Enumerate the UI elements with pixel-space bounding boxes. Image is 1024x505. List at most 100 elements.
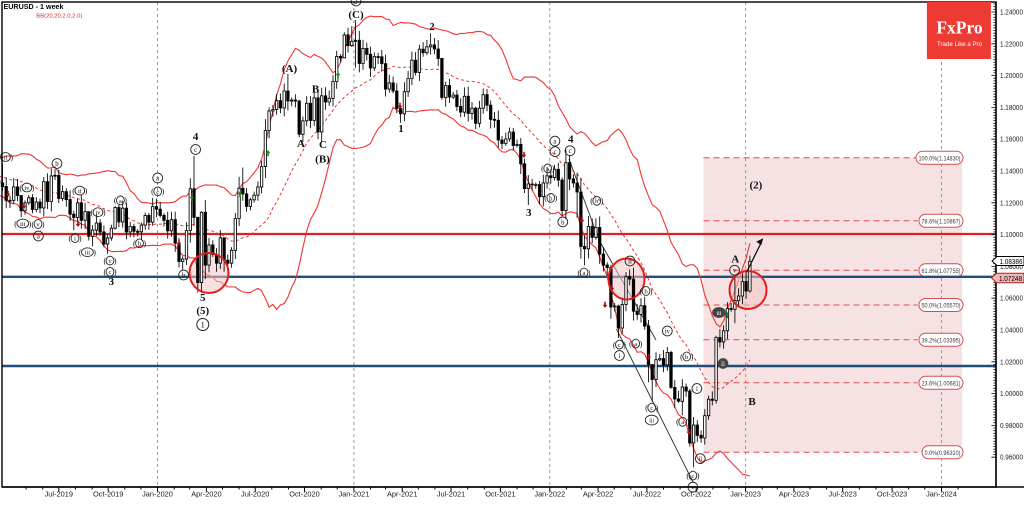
svg-text:C: C [319, 139, 327, 151]
svg-text:(: ( [151, 187, 154, 196]
svg-text:iv: iv [95, 210, 101, 217]
svg-text:): ) [640, 339, 643, 348]
svg-text:Oct-2021: Oct-2021 [485, 490, 515, 499]
svg-text:(: ( [72, 186, 75, 195]
svg-text:(: ( [114, 196, 117, 205]
svg-text:c: c [568, 148, 571, 155]
svg-text:): ) [93, 248, 96, 257]
svg-text:78.6%(1.10867): 78.6%(1.10867) [922, 218, 961, 225]
svg-text:(: ( [103, 256, 106, 265]
svg-text:0.96000: 0.96000 [1000, 455, 1023, 462]
svg-text:b: b [561, 219, 565, 226]
svg-text:B: B [312, 84, 320, 96]
svg-text:c: c [618, 342, 621, 349]
svg-text:Jan-2024: Jan-2024 [926, 490, 957, 499]
svg-text:ii: ii [698, 456, 702, 463]
svg-text:): ) [650, 287, 653, 296]
svg-text:Trade Like a Pro: Trade Like a Pro [937, 41, 982, 48]
svg-text:(5): (5) [196, 305, 209, 317]
svg-text:v: v [108, 258, 112, 265]
svg-text:i: i [696, 386, 698, 393]
svg-text:): ) [656, 403, 659, 412]
svg-text:i: i [74, 236, 76, 243]
svg-text:1.07248: 1.07248 [999, 276, 1022, 283]
svg-text:a: a [156, 175, 159, 182]
svg-text:Apr-2021: Apr-2021 [387, 490, 417, 499]
svg-text:ii: ii [4, 154, 8, 161]
svg-text:(: ( [590, 197, 593, 206]
svg-text:(C): (C) [348, 9, 364, 21]
svg-text:(: ( [14, 219, 17, 228]
svg-text:c: c [650, 405, 653, 412]
svg-text:(: ( [19, 183, 22, 192]
svg-text:1: 1 [398, 123, 404, 135]
svg-text:): ) [29, 219, 32, 228]
svg-text:): ) [114, 256, 117, 265]
svg-text:1: 1 [201, 319, 205, 329]
svg-text:): ) [42, 220, 45, 229]
svg-text:a: a [634, 341, 637, 348]
svg-text:(: ( [544, 194, 547, 203]
svg-text:Apr-2023: Apr-2023 [779, 490, 809, 499]
svg-text:v: v [733, 268, 737, 275]
svg-text:): ) [601, 197, 604, 206]
svg-text:c: c [194, 147, 197, 154]
svg-text:(: ( [90, 208, 93, 217]
svg-text:): ) [552, 164, 555, 173]
svg-text:b: b [549, 195, 553, 202]
svg-text:1.10000: 1.10000 [1000, 232, 1023, 239]
svg-text:61.8%(1.07755): 61.8%(1.07755) [922, 268, 961, 275]
svg-text:): ) [32, 183, 35, 192]
svg-text:b: b [138, 241, 142, 248]
svg-text:(: ( [68, 234, 71, 243]
svg-text:100.0%(1.14830): 100.0%(1.14830) [919, 155, 961, 162]
svg-text:EURUSD - 1 week: EURUSD - 1 week [4, 4, 64, 11]
svg-text:): ) [623, 340, 626, 349]
svg-text:v: v [36, 221, 40, 228]
svg-text:a: a [119, 198, 122, 205]
svg-text:0.98000: 0.98000 [1000, 423, 1023, 430]
svg-text:): ) [79, 234, 82, 243]
svg-text:): ) [10, 153, 13, 162]
svg-text:(: ( [79, 248, 82, 257]
svg-text:1.04000: 1.04000 [1000, 328, 1023, 335]
svg-text:23.6%(1.00681): 23.6%(1.00681) [922, 380, 961, 387]
svg-text:(: ( [629, 339, 632, 348]
svg-text:): ) [124, 196, 127, 205]
svg-text:Oct-2019: Oct-2019 [93, 490, 123, 499]
svg-text:): ) [697, 471, 700, 480]
svg-text:(: ( [676, 418, 679, 427]
svg-text:iii: iii [649, 419, 654, 425]
svg-text:(: ( [686, 471, 689, 480]
svg-text:iii: iii [85, 250, 91, 257]
svg-text:(: ( [639, 287, 642, 296]
svg-text:b: b [55, 161, 59, 168]
svg-text:(: ( [0, 153, 1, 162]
svg-text:1.00000: 1.00000 [1000, 391, 1023, 398]
svg-text:1.08000: 1.08000 [1000, 264, 1023, 271]
svg-text:c: c [109, 269, 112, 276]
svg-text:ii: ii [78, 188, 82, 195]
svg-text:v: v [691, 485, 695, 492]
svg-text:Apr-2022: Apr-2022 [583, 490, 613, 499]
svg-text:c: c [156, 189, 159, 196]
svg-text:3: 3 [526, 207, 532, 219]
svg-text:b: b [685, 354, 689, 361]
svg-text:Apr-2020: Apr-2020 [191, 490, 221, 499]
svg-text:B: B [748, 396, 756, 408]
svg-text:3: 3 [109, 276, 115, 288]
svg-text:Jan-2023: Jan-2023 [730, 490, 761, 499]
svg-text:1.22000: 1.22000 [1000, 41, 1023, 48]
svg-text:): ) [143, 239, 146, 248]
svg-text:Oct-2023: Oct-2023 [877, 490, 907, 499]
svg-text:1.20000: 1.20000 [1000, 73, 1023, 80]
svg-text:Jan-2021: Jan-2021 [338, 490, 369, 499]
svg-text:): ) [103, 208, 106, 217]
svg-text:Jul-2019: Jul-2019 [45, 490, 73, 499]
svg-text:FxPro: FxPro [936, 18, 983, 38]
svg-text:A: A [297, 138, 305, 150]
svg-text:(: ( [103, 268, 106, 277]
svg-text:): ) [162, 187, 165, 196]
svg-text:a: a [583, 270, 586, 277]
svg-text:): ) [691, 352, 694, 361]
